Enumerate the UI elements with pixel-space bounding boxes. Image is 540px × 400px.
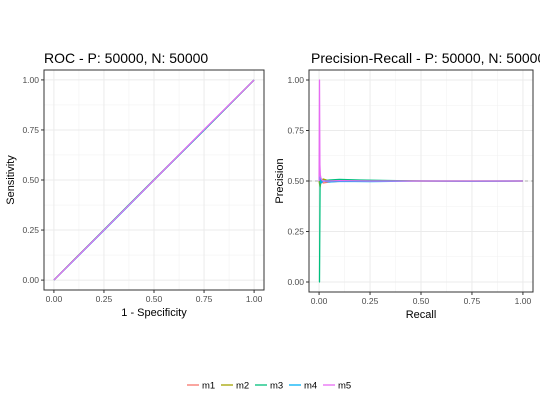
pr-y-tick-label: 0.75 (287, 125, 304, 135)
pr-x-tick-label: 0.75 (464, 296, 481, 306)
pr-y-tick-label: 0.50 (287, 176, 304, 186)
roc-title: ROC - P: 50000, N: 50000 (44, 50, 208, 66)
pr-x-tick-label: 1.00 (515, 296, 532, 306)
pr-x-tick-label: 0.50 (413, 296, 430, 306)
roc-panel: 0.00 0.25 0.50 0.75 1.00 0.00 0.25 0.50 0.75 1.00… (5, 50, 265, 319)
roc-y-axis-label: Sensitivity (5, 155, 17, 205)
roc-y-tick-label: 0.00 (22, 275, 39, 285)
pr-x-axis-label: Recall (406, 309, 437, 321)
roc-x-tick-label: 0.25 (96, 294, 113, 304)
pr-series-m5 (318, 79, 523, 182)
legend-label-m1: m1 (202, 381, 215, 392)
legend-label-m3: m3 (270, 381, 283, 392)
legend: m1 m2 m3 m4 m5 (187, 381, 351, 392)
roc-y-tick-label: 0.25 (22, 225, 39, 235)
roc-series-m5 (53, 79, 255, 281)
pr-y-tick-label: 0.25 (287, 227, 304, 237)
legend-label-m5: m5 (338, 381, 351, 392)
roc-y-tick-label: 0.50 (22, 175, 39, 185)
roc-x-tick-label: 0.00 (46, 294, 63, 304)
pr-y-axis-label: Precision (274, 158, 286, 203)
roc-x-tick-label: 0.50 (146, 294, 163, 304)
pr-x-tick-label: 0.00 (311, 296, 328, 306)
roc-x-axis-label: 1 - Specificity (121, 307, 187, 319)
pr-title: Precision-Recall - P: 50000, N: 50000 (311, 50, 540, 66)
pr-y-tick-label: 1.00 (287, 75, 304, 85)
roc-x-tick-label: 0.75 (196, 294, 213, 304)
pr-x-tick-label: 0.25 (362, 296, 379, 306)
legend-label-m4: m4 (304, 381, 317, 392)
roc-y-tick-label: 0.75 (22, 125, 39, 135)
pr-y-tick-label: 0.00 (287, 277, 304, 287)
roc-x-tick-label: 1.00 (246, 294, 263, 304)
legend-label-m2: m2 (236, 381, 249, 392)
pr-panel: 0.00 0.25 0.50 0.75 1.00 0.00 0.25 0.50 0.75 1.00… (274, 50, 540, 321)
roc-y-tick-label: 1.00 (22, 75, 39, 85)
